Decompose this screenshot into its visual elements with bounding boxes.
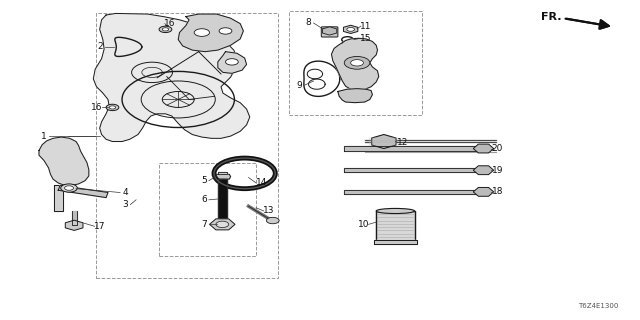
Text: 2: 2 <box>97 42 102 52</box>
Text: 10: 10 <box>358 220 369 229</box>
Text: 1: 1 <box>41 132 47 140</box>
Circle shape <box>266 217 279 224</box>
FancyArrowPatch shape <box>565 19 609 28</box>
Polygon shape <box>376 211 415 244</box>
Text: 4: 4 <box>122 188 128 197</box>
Polygon shape <box>93 13 250 141</box>
Circle shape <box>65 186 74 190</box>
Text: 13: 13 <box>263 206 275 215</box>
Polygon shape <box>218 172 227 174</box>
Text: 19: 19 <box>492 166 503 175</box>
Text: 16: 16 <box>164 19 175 28</box>
Polygon shape <box>39 137 89 186</box>
Circle shape <box>194 29 209 36</box>
Circle shape <box>163 28 169 31</box>
Polygon shape <box>72 211 77 225</box>
Polygon shape <box>344 146 478 151</box>
Text: 11: 11 <box>360 22 372 31</box>
FancyBboxPatch shape <box>321 27 338 37</box>
Text: 3: 3 <box>122 200 128 209</box>
Text: T6Z4E1300: T6Z4E1300 <box>579 303 619 309</box>
Polygon shape <box>54 185 63 211</box>
Text: 12: 12 <box>397 138 409 147</box>
Text: 15: 15 <box>360 34 372 43</box>
Polygon shape <box>218 179 227 218</box>
Circle shape <box>109 106 116 109</box>
Text: 16: 16 <box>91 103 102 112</box>
Polygon shape <box>178 14 243 52</box>
Text: 8: 8 <box>306 19 312 28</box>
Circle shape <box>219 28 232 34</box>
Circle shape <box>61 184 77 192</box>
Polygon shape <box>344 190 478 194</box>
Text: FR.: FR. <box>541 12 561 22</box>
Text: 14: 14 <box>255 179 267 188</box>
Circle shape <box>159 26 172 33</box>
Circle shape <box>351 60 364 66</box>
Text: 6: 6 <box>201 195 207 204</box>
Circle shape <box>347 28 355 31</box>
Text: 17: 17 <box>94 222 106 231</box>
Polygon shape <box>58 186 108 197</box>
Polygon shape <box>332 38 379 91</box>
Polygon shape <box>218 52 246 73</box>
Polygon shape <box>374 240 417 244</box>
Circle shape <box>216 221 228 228</box>
Text: 20: 20 <box>492 144 503 153</box>
Polygon shape <box>338 89 372 103</box>
Circle shape <box>106 104 119 111</box>
Polygon shape <box>213 174 230 179</box>
Polygon shape <box>344 168 478 172</box>
Text: 5: 5 <box>201 176 207 185</box>
Circle shape <box>225 59 238 65</box>
Text: 7: 7 <box>201 220 207 229</box>
Circle shape <box>344 56 370 69</box>
Ellipse shape <box>376 208 415 213</box>
Text: 18: 18 <box>492 188 503 196</box>
Text: 9: 9 <box>297 81 303 90</box>
